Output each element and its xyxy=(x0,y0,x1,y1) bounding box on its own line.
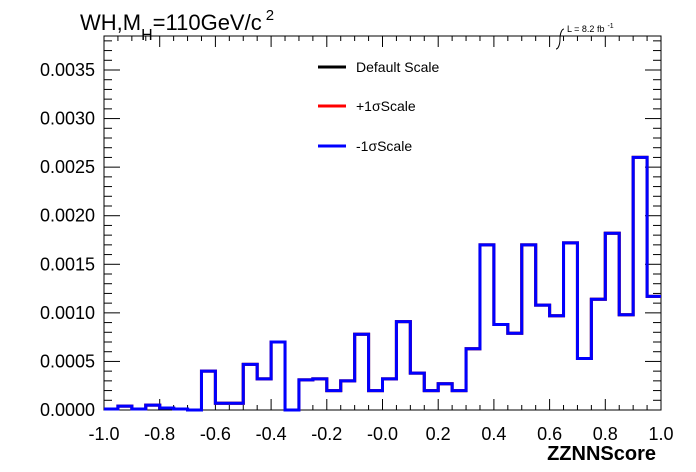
y-tick-label: 0.0025 xyxy=(40,157,95,177)
x-tick-labels: -1.0 -0.8 -0.6 -0.4 -0.2 -0.0 0.2 0.4 0.6 0.8 1.0 xyxy=(88,424,673,444)
x-tick-label: -0.8 xyxy=(144,424,175,444)
x-tick-label: -0.4 xyxy=(256,424,287,444)
y-tick-label: 0.0015 xyxy=(40,254,95,274)
svg-text:L = 8.2 fb-1: L = 8.2 fb -1 xyxy=(567,23,614,34)
axis-ticks xyxy=(103,36,662,411)
x-tick-label: -0.6 xyxy=(200,424,231,444)
legend-label-default: Default Scale xyxy=(356,59,439,75)
x-tick-label: 0.2 xyxy=(426,424,451,444)
lumi-exponent: -1 xyxy=(607,23,613,30)
x-tick-label: 1.0 xyxy=(648,424,673,444)
x-tick-label: 0.6 xyxy=(537,424,562,444)
y-tick-label: 0.0030 xyxy=(40,109,95,129)
y-tick-label: 0.0035 xyxy=(40,60,95,80)
y-tick-label: 0.0020 xyxy=(40,206,95,226)
y-tick-label: 0.0000 xyxy=(40,400,95,420)
legend-label-minus: -1σScale xyxy=(356,138,412,154)
x-tick-label: 0.8 xyxy=(593,424,618,444)
integral-sign-icon xyxy=(555,28,565,50)
y-tick-label: 0.0010 xyxy=(40,303,95,323)
x-tick-label: 0.4 xyxy=(481,424,506,444)
x-axis-label: ZZNNScore xyxy=(547,443,656,465)
x-tick-label: -1.0 xyxy=(88,424,119,444)
legend: Default Scale +1σScale -1σScale xyxy=(318,59,439,154)
legend-label-plus: +1σScale xyxy=(356,98,416,114)
x-tick-label: -0.0 xyxy=(367,424,398,444)
luminosity-label: L = 8.2 fb -1 xyxy=(555,23,614,50)
y-tick-labels: 0.0000 0.0005 0.0010 0.0015 0.0020 0.0025 0.00… xyxy=(40,60,95,420)
lumi-text: L = 8.2 fb xyxy=(567,24,604,34)
y-tick-label: 0.0005 xyxy=(40,351,95,371)
x-tick-label: -0.2 xyxy=(311,424,342,444)
series-minus-1sigma-line xyxy=(104,155,661,412)
